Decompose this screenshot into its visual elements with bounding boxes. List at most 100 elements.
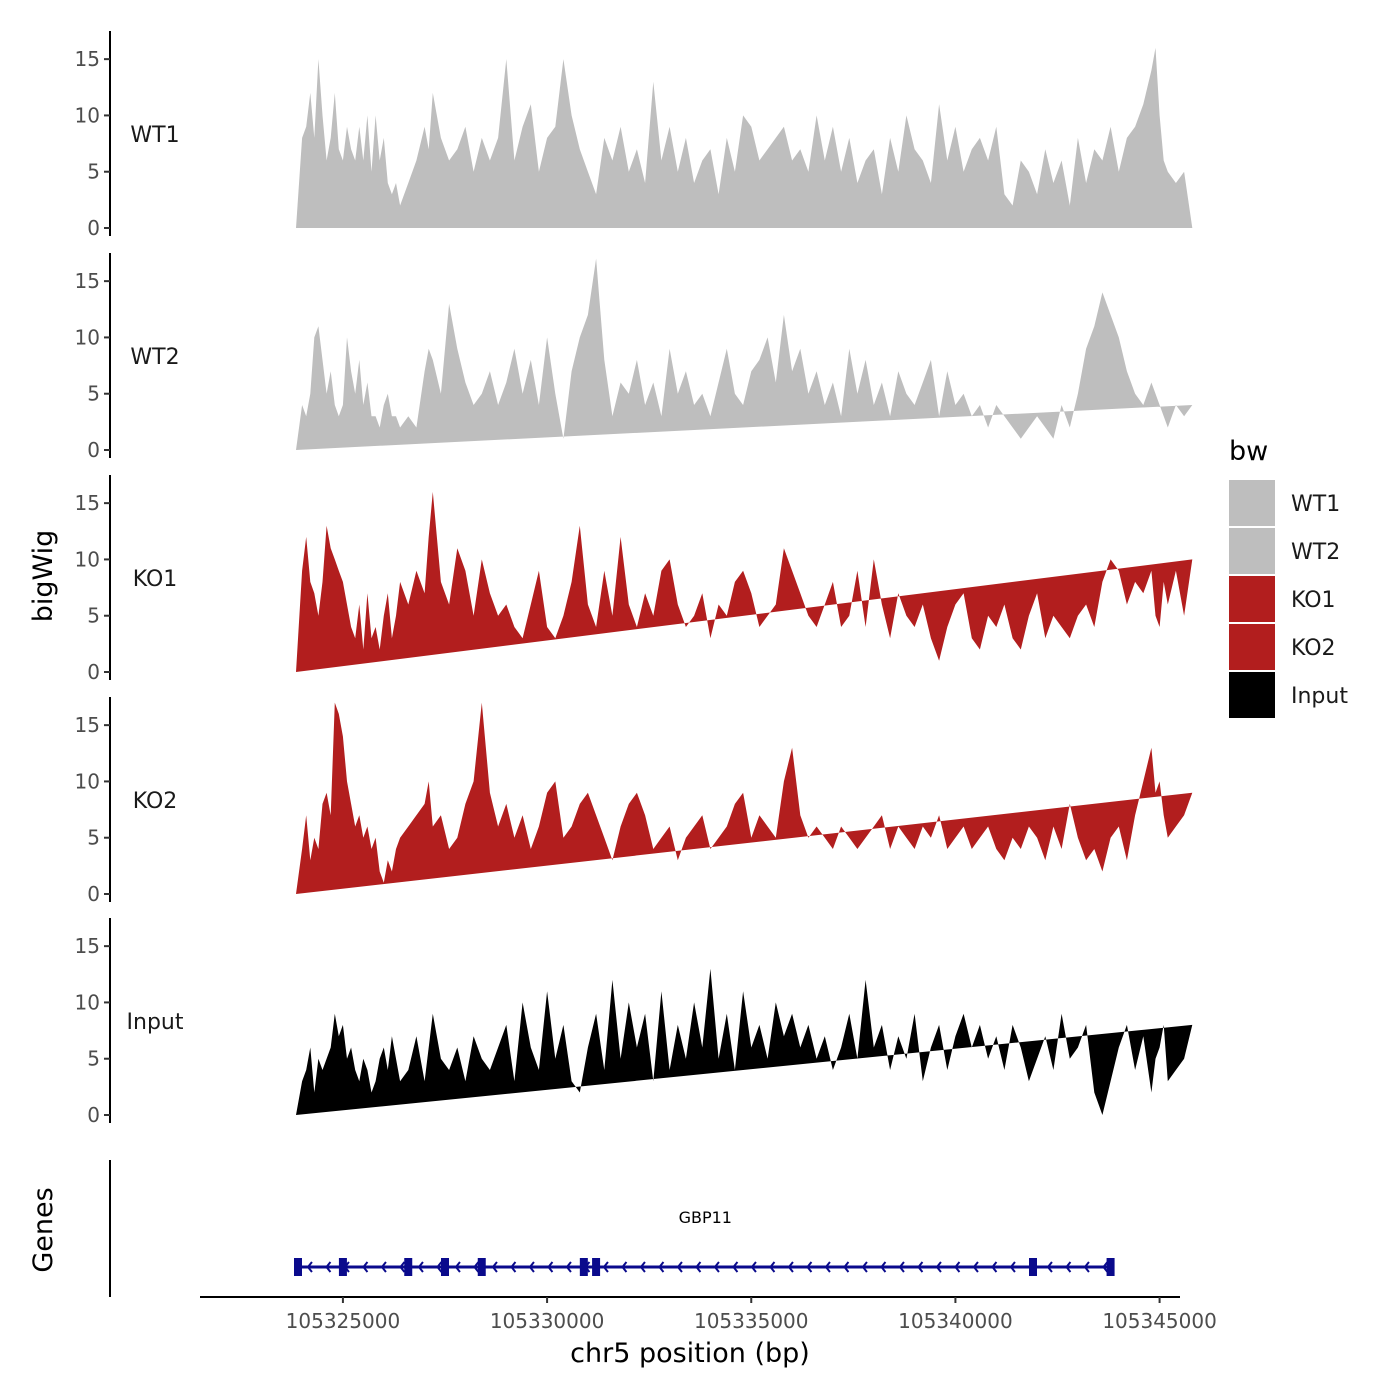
y-tick-label: 10 [75, 769, 100, 793]
gene-track: GBP11 [109, 1160, 1115, 1297]
strand-chevron [676, 1261, 683, 1273]
y-tick-label: 0 [87, 660, 100, 684]
x-tick-label: 105325000 [286, 1309, 401, 1333]
strand-chevron [325, 1261, 332, 1273]
strand-chevron [972, 1261, 979, 1273]
strand-chevron [713, 1261, 720, 1273]
track-ko2: 0 5 10 15 KO2 [75, 697, 1193, 906]
legend-label-wt1: WT1 [1291, 492, 1340, 517]
x-tick-label: 105345000 [1102, 1309, 1217, 1333]
exon-block [404, 1258, 413, 1276]
strand-chevron [917, 1261, 924, 1273]
legend-label-wt2: WT2 [1291, 540, 1340, 565]
strand-chevron [806, 1261, 813, 1273]
strand-chevron [547, 1261, 554, 1273]
legend-swatch-ko2 [1229, 624, 1275, 670]
track-input: 0 5 10 15 Input [75, 918, 1193, 1127]
area-ko1 [296, 491, 1193, 672]
legend-label-input: Input [1291, 684, 1348, 709]
y-tick-label: 0 [87, 1103, 100, 1127]
strand-chevron [491, 1261, 498, 1273]
strand-chevron [1046, 1261, 1053, 1273]
strand-chevron [880, 1261, 887, 1273]
y-tick-label: 0 [87, 216, 100, 240]
x-tick-label: 105335000 [694, 1309, 809, 1333]
area-wt2 [296, 258, 1193, 450]
strand-chevron [362, 1261, 369, 1273]
strand-chevron [861, 1261, 868, 1273]
strand-chevron [1009, 1261, 1016, 1273]
strand-chevron [695, 1261, 702, 1273]
strand-chevron [1065, 1261, 1072, 1273]
x-axis: 105325000 105330000 105335000 105340000 1053… [200, 1296, 1217, 1333]
strand-chevron [473, 1261, 480, 1273]
legend-label-ko2: KO2 [1291, 636, 1336, 661]
y-tick-label: 5 [87, 826, 100, 850]
strand-chevron [565, 1261, 572, 1273]
gene-label: GBP11 [679, 1208, 732, 1227]
exon-block [1106, 1258, 1115, 1276]
strand-chevron [935, 1261, 942, 1273]
x-tick-label: 105340000 [898, 1309, 1013, 1333]
strand-chevron [510, 1261, 517, 1273]
strand-chevron [898, 1261, 905, 1273]
strand-chevron [843, 1261, 850, 1273]
y-tick-label: 10 [75, 325, 100, 349]
y-tick-label: 0 [87, 438, 100, 462]
exon-block [338, 1258, 347, 1276]
exon-block [579, 1258, 588, 1276]
y-tick-label: 10 [75, 990, 100, 1014]
strand-chevron [528, 1261, 535, 1273]
strand-chevron [621, 1261, 628, 1273]
x-tick-label: 105330000 [490, 1309, 605, 1333]
strand-chevron [1083, 1261, 1090, 1273]
strand-chevron [417, 1261, 424, 1273]
strand-chevron [380, 1261, 387, 1273]
legend-label-ko1: KO1 [1291, 588, 1336, 613]
strand-chevron [602, 1261, 609, 1273]
track-label-ko2: KO2 [133, 789, 178, 814]
strand-chevron [639, 1261, 646, 1273]
y-tick-label: 5 [87, 160, 100, 184]
y-tick-label: 5 [87, 382, 100, 406]
strand-chevron [750, 1261, 757, 1273]
strand-chevron [991, 1261, 998, 1273]
track-label-wt1: WT1 [130, 123, 179, 148]
y-tick-label: 15 [75, 713, 100, 737]
strand-chevron [824, 1261, 831, 1273]
track-ko1: 0 5 10 15 KO1 [75, 475, 1193, 684]
strand-chevron [306, 1261, 313, 1273]
y-tick-label: 15 [75, 934, 100, 958]
legend-title: bw [1229, 436, 1268, 467]
strand-chevron [436, 1261, 443, 1273]
track-label-input: Input [127, 1010, 184, 1035]
exon-block [294, 1258, 302, 1276]
area-ko2 [296, 702, 1193, 894]
exon-block [592, 1258, 601, 1276]
track-label-ko1: KO1 [133, 567, 178, 592]
legend-swatch-ko1 [1229, 576, 1275, 622]
strand-chevron [787, 1261, 794, 1273]
strand-chevron [399, 1261, 406, 1273]
strand-chevron [769, 1261, 776, 1273]
y-tick-label: 10 [75, 103, 100, 127]
y-tick-label: 0 [87, 882, 100, 906]
strand-chevron [658, 1261, 665, 1273]
tracks-layer: 0 5 10 15 WT1 0 5 10 15 WT2 0 5 10 15 KO1 0 5 10 15 KO2 0 5 10… [75, 31, 1193, 1127]
strand-chevron [1102, 1261, 1109, 1273]
y-tick-label: 5 [87, 604, 100, 628]
exon-block [477, 1258, 486, 1276]
track-wt1: 0 5 10 15 WT1 [75, 31, 1193, 240]
strand-chevron [954, 1261, 961, 1273]
strand-chevron [454, 1261, 461, 1273]
area-input [296, 968, 1193, 1115]
gene-gbp11: GBP11 [294, 1208, 1115, 1276]
legend-swatch-input [1229, 672, 1275, 718]
genes-panel-label: Genes [28, 1187, 59, 1272]
strand-chevron [732, 1261, 739, 1273]
y-tick-label: 15 [75, 491, 100, 515]
y-tick-label: 15 [75, 47, 100, 71]
x-axis-title: chr5 position (bp) [570, 1338, 810, 1369]
